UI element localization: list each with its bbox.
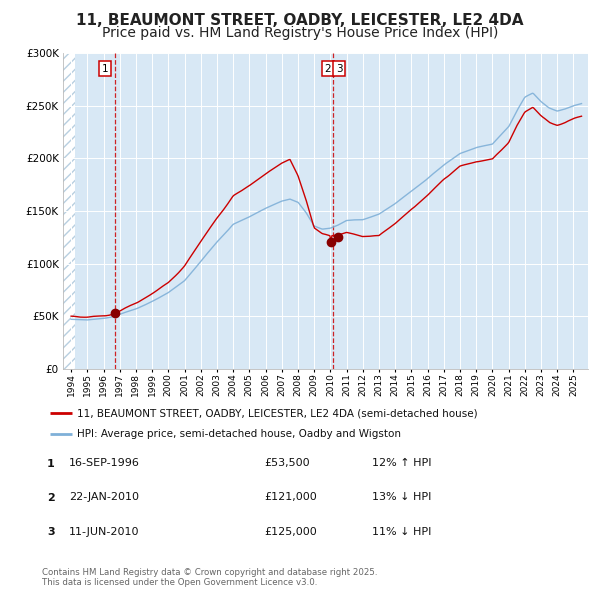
Text: £125,000: £125,000 bbox=[264, 527, 317, 536]
Text: HPI: Average price, semi-detached house, Oadby and Wigston: HPI: Average price, semi-detached house,… bbox=[77, 428, 401, 438]
Text: 1: 1 bbox=[47, 459, 55, 469]
Text: 13% ↓ HPI: 13% ↓ HPI bbox=[372, 493, 431, 502]
Text: Contains HM Land Registry data © Crown copyright and database right 2025.
This d: Contains HM Land Registry data © Crown c… bbox=[42, 568, 377, 587]
Text: £53,500: £53,500 bbox=[264, 458, 310, 468]
Text: 3: 3 bbox=[336, 64, 343, 74]
Text: Price paid vs. HM Land Registry's House Price Index (HPI): Price paid vs. HM Land Registry's House … bbox=[102, 26, 498, 40]
Text: 16-SEP-1996: 16-SEP-1996 bbox=[69, 458, 140, 468]
Text: £121,000: £121,000 bbox=[264, 493, 317, 502]
Text: 2: 2 bbox=[325, 64, 331, 74]
Text: 22-JAN-2010: 22-JAN-2010 bbox=[69, 493, 139, 502]
Text: 1: 1 bbox=[102, 64, 109, 74]
Text: 11% ↓ HPI: 11% ↓ HPI bbox=[372, 527, 431, 536]
Text: 3: 3 bbox=[47, 527, 55, 537]
Text: 11, BEAUMONT STREET, OADBY, LEICESTER, LE2 4DA: 11, BEAUMONT STREET, OADBY, LEICESTER, L… bbox=[76, 13, 524, 28]
Text: 2: 2 bbox=[47, 493, 55, 503]
Text: 11-JUN-2010: 11-JUN-2010 bbox=[69, 527, 139, 536]
Text: 12% ↑ HPI: 12% ↑ HPI bbox=[372, 458, 431, 468]
Text: 11, BEAUMONT STREET, OADBY, LEICESTER, LE2 4DA (semi-detached house): 11, BEAUMONT STREET, OADBY, LEICESTER, L… bbox=[77, 408, 478, 418]
